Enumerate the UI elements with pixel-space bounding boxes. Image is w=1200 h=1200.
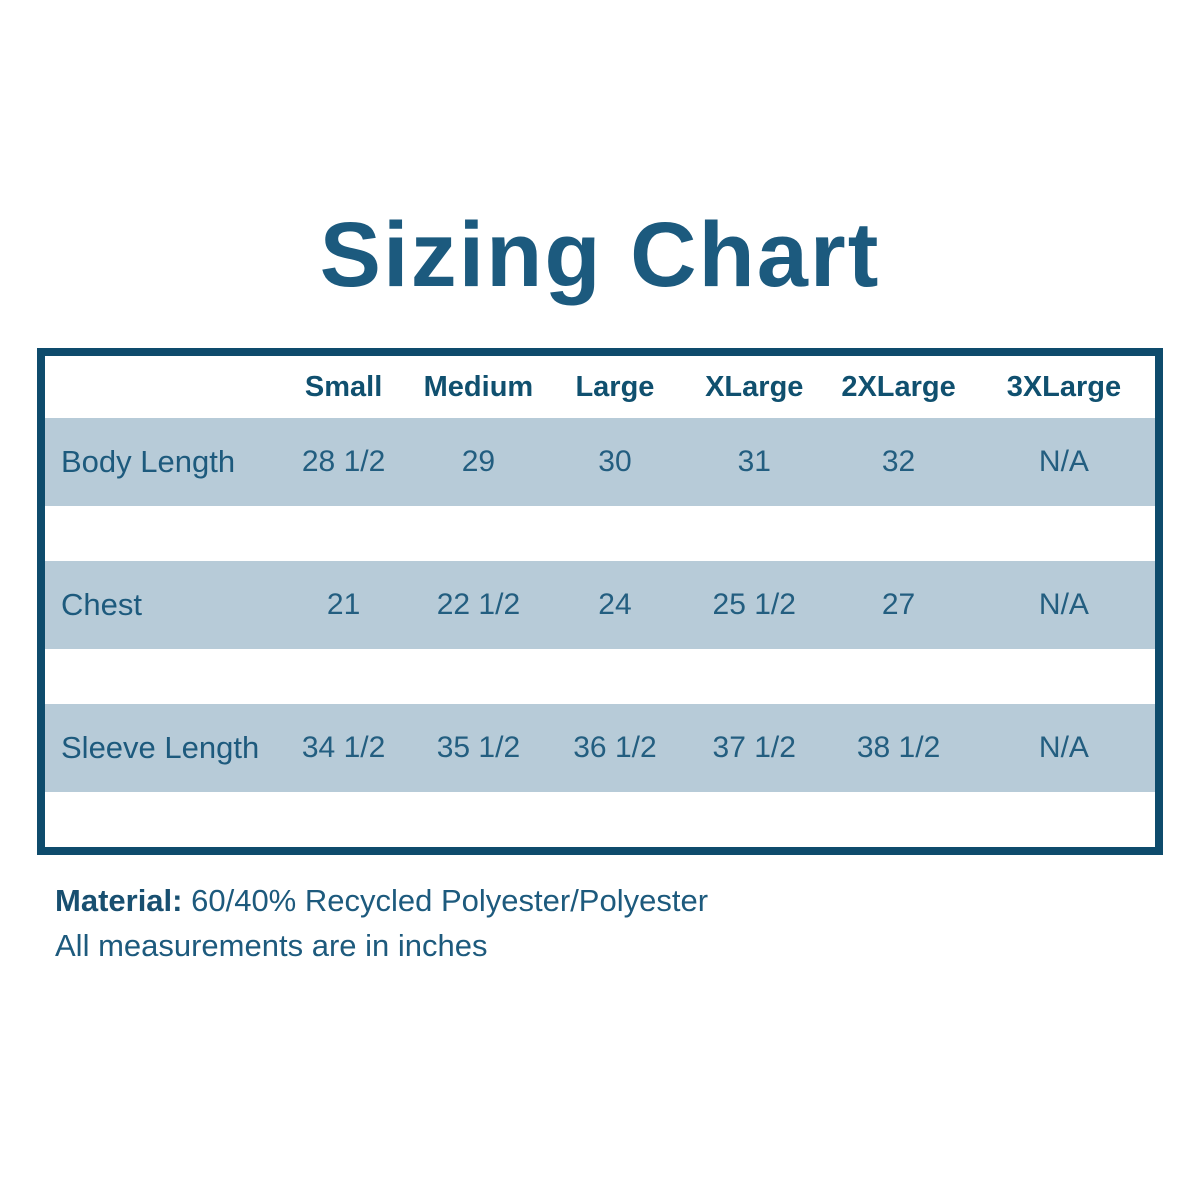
row-label: Sleeve Length (61, 730, 260, 765)
size-value-cell: 29 (461, 445, 496, 478)
size-value-cell: 30 (598, 445, 632, 478)
material-label: Material: (55, 883, 183, 918)
size-column-header: Small (304, 370, 383, 403)
size-value-cell: 34 1/2 (301, 731, 386, 764)
size-value-cell: 32 (881, 445, 916, 478)
table-row: Chest 21 22 1/2 24 25 1/2 27 N/A (45, 561, 1155, 649)
table-spacer-row (45, 649, 1155, 704)
size-value-cell: N/A (1038, 588, 1089, 621)
size-value-cell: 35 1/2 (436, 731, 521, 764)
size-value-cell: 27 (881, 588, 916, 621)
table-body: Body Length 28 1/2 29 30 31 32 N/A Chest 21 22 1/… (45, 418, 1155, 847)
size-column-header: 3XLarge (1006, 370, 1122, 403)
size-value-cell: 24 (598, 588, 632, 621)
row-label: Body Length (61, 444, 236, 479)
size-value-cell: 36 1/2 (573, 731, 657, 764)
page-title: Sizing Chart (319, 204, 881, 306)
size-value-cell: 37 1/2 (712, 731, 796, 764)
footer-notes: Material: 60/40% Recycled Polyester/Poly… (55, 879, 1200, 969)
table-header-row: Small Medium Large XLarge 2XLarge 3XLarge (45, 356, 1155, 418)
table-row: Sleeve Length 34 1/2 35 1/2 36 1/2 37 1/2 38 … (45, 704, 1155, 792)
size-value-cell: 21 (326, 588, 361, 621)
size-value-cell: 28 1/2 (301, 445, 386, 478)
table-spacer-row (45, 792, 1155, 847)
material-line: Material: 60/40% Recycled Polyester/Poly… (55, 879, 1200, 924)
size-value-cell: 38 1/2 (856, 731, 941, 764)
size-column-header: XLarge (705, 370, 804, 403)
table-row: Body Length 28 1/2 29 30 31 32 N/A (45, 418, 1155, 506)
table-spacer-row (45, 506, 1155, 561)
row-label: Chest (61, 587, 142, 622)
size-value-cell: 25 1/2 (712, 588, 796, 621)
material-value: 60/40% Recycled Polyester/Polyester (191, 883, 709, 918)
size-column-header: Medium (423, 370, 534, 403)
size-column-header: 2XLarge (841, 370, 956, 403)
size-column-header: Large (575, 370, 655, 403)
size-table: Small Medium Large XLarge 2XLarge 3XLarge Bod… (37, 348, 1163, 855)
measurement-note: All measurements are in inches (55, 927, 488, 963)
size-value-cell: 22 1/2 (436, 588, 521, 621)
size-value-cell: 31 (737, 445, 771, 478)
size-value-cell: N/A (1038, 731, 1089, 764)
size-value-cell: N/A (1038, 445, 1089, 478)
